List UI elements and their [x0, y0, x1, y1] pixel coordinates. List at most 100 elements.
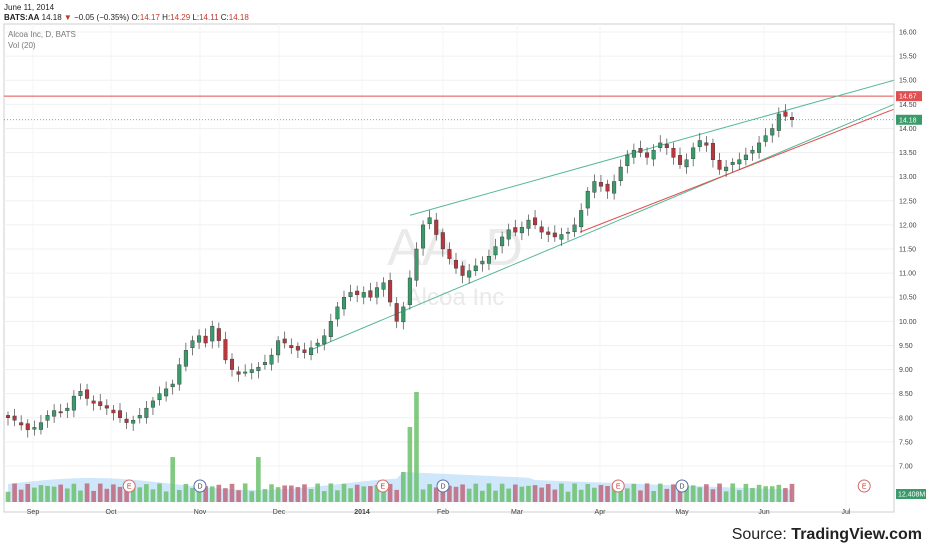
candlestick-series	[5, 104, 795, 438]
quote-line: BATS:AA 14.18 ▼ −0.05 (−0.35%) O:14.17 H…	[4, 13, 249, 22]
volume-bar	[539, 487, 544, 502]
x-tick-label: Oct	[106, 509, 117, 516]
candle-body	[789, 117, 795, 120]
candle-body	[309, 347, 314, 355]
candle-body	[177, 364, 182, 385]
candle-body	[618, 166, 623, 182]
x-tick-label: Jul	[842, 509, 851, 516]
volume-bar	[269, 484, 274, 502]
candle-body	[434, 219, 439, 235]
candle-body	[710, 143, 715, 160]
source-brand: TradingView.com	[791, 526, 922, 543]
svg-text:14.18: 14.18	[899, 117, 917, 124]
volume-bar	[288, 485, 294, 502]
candle-body	[743, 154, 748, 161]
candle-body	[401, 306, 406, 323]
volume-bar	[64, 488, 70, 502]
candle-body	[322, 335, 327, 345]
volume-bar	[611, 486, 617, 502]
volume-bar	[256, 457, 261, 502]
earnings-marker[interactable]: E	[122, 479, 136, 493]
candle-body	[216, 328, 221, 341]
support-line[interactable]	[579, 108, 895, 233]
volume-bar	[374, 484, 380, 502]
earnings-marker[interactable]: E	[376, 479, 390, 493]
candle-body	[750, 149, 755, 154]
candle-body	[98, 401, 103, 406]
volume-bar	[512, 484, 518, 502]
volume-bar	[618, 484, 624, 502]
svg-text:E: E	[862, 484, 867, 491]
volume-bar	[598, 485, 604, 502]
candle-body	[71, 395, 76, 411]
high-value: 14.29	[170, 13, 191, 22]
volume-bar	[684, 485, 689, 502]
volume-bar	[176, 489, 182, 502]
candle-body	[117, 410, 123, 418]
volume-bar	[137, 487, 143, 502]
candle-body	[315, 342, 320, 346]
volume-bar	[427, 484, 432, 502]
y-tick-label: 11.50	[899, 247, 916, 254]
dividend-marker[interactable]: D	[675, 479, 689, 493]
x-tick-label: Feb	[437, 509, 449, 516]
candle-body	[598, 182, 603, 187]
volume-bar	[499, 483, 505, 502]
candle-body	[210, 325, 215, 342]
volume-bar	[32, 487, 37, 502]
candle-body	[368, 290, 373, 298]
earnings-marker[interactable]: E	[611, 479, 625, 493]
volume-bar	[750, 488, 755, 502]
candle-body	[341, 297, 347, 310]
earnings-marker[interactable]: E	[857, 479, 871, 493]
dividend-marker[interactable]: D	[193, 479, 207, 493]
volume-bar	[335, 490, 340, 502]
series-legend: Alcoa Inc, D, BATS	[8, 30, 76, 39]
volume-bar	[38, 485, 44, 502]
candle-body	[513, 227, 518, 233]
candle-body	[724, 166, 729, 172]
candle-body	[552, 232, 557, 238]
channel-lower-line[interactable]	[309, 103, 895, 351]
volume-bar	[789, 483, 795, 502]
candle-body	[38, 422, 43, 430]
price-axis[interactable]: 7.00 7.50 8.00 8.50 9.00 9.50 10.00 10.50 11.00 1…	[893, 24, 917, 512]
price-tag: 14.18	[896, 114, 922, 125]
volume-bar	[756, 484, 762, 502]
volume-bar	[282, 485, 288, 502]
candle-body	[638, 148, 643, 153]
volume-bar	[170, 457, 176, 502]
dividend-marker[interactable]: D	[436, 479, 450, 493]
time-axis[interactable]: Sep Oct Nov Dec 2014 Feb Mar Apr May Jun Jul	[27, 509, 851, 516]
candle-body	[427, 217, 432, 225]
volume-bar	[486, 483, 492, 502]
source-credit[interactable]: Source: TradingView.com	[732, 526, 922, 544]
volume-bar	[559, 483, 564, 502]
y-tick-label: 7.50	[899, 439, 913, 446]
volume-bar	[223, 488, 228, 502]
volume-bar	[723, 491, 729, 502]
candle-body	[763, 135, 768, 142]
candle-body	[776, 113, 781, 131]
volume-histogram	[5, 392, 795, 502]
open-label: O:	[131, 13, 140, 22]
candle-body	[717, 160, 722, 170]
volume-bar	[519, 486, 525, 502]
volume-bar	[249, 491, 255, 502]
candle-body	[592, 181, 597, 193]
volume-bar	[196, 484, 202, 502]
volume-bar	[275, 487, 281, 502]
volume-bar	[117, 486, 123, 502]
volume-bar	[84, 483, 90, 502]
volume-bar	[585, 483, 591, 502]
candle-body	[460, 265, 465, 276]
volume-bar	[743, 483, 749, 502]
candle-body	[124, 418, 129, 423]
channel-upper-line[interactable]	[409, 79, 895, 216]
volume-bar	[473, 483, 479, 502]
volume-bar	[565, 491, 571, 502]
candle-body	[78, 391, 83, 396]
volume-bar	[704, 484, 709, 502]
